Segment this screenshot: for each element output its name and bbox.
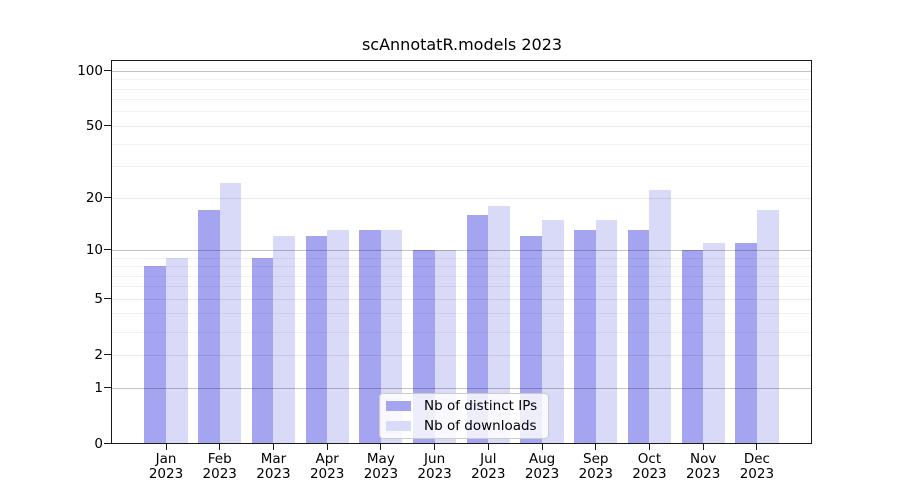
x-tick-jun — [434, 444, 436, 450]
x-tick-label-aug: Aug 2023 — [524, 451, 560, 482]
x-tick-label-jan: Jan 2023 — [148, 451, 184, 482]
bar-downloads-apr — [327, 230, 349, 443]
y-tick-label-50: 50 — [85, 117, 103, 134]
legend-row-distinct-ips: Nb of distinct IPs — [386, 397, 542, 415]
bar-distinct-ips-jul — [466, 214, 489, 443]
bar-downloads-dec — [756, 210, 779, 443]
legend-swatch-distinct-ips — [386, 401, 411, 411]
legend-swatch-downloads — [386, 421, 411, 431]
legend-label-distinct-ips: Nb of distinct IPs — [424, 398, 538, 414]
y-tick-label-20: 20 — [85, 189, 103, 206]
bar-downloads-jul — [488, 205, 510, 443]
legend-label-downloads: Nb of downloads — [424, 418, 537, 434]
y-tick-label-1: 1 — [94, 379, 103, 396]
y-tick-100 — [104, 70, 111, 72]
gridline-20 — [112, 197, 811, 199]
gridline-90 — [112, 79, 811, 81]
bar-distinct-ips-nov — [681, 249, 704, 443]
x-tick-label-dec: Dec 2023 — [739, 451, 775, 482]
x-tick-label-jun: Jun 2023 — [417, 451, 452, 482]
x-tick-apr — [326, 444, 328, 450]
bar-downloads-aug — [542, 219, 564, 443]
bar-distinct-ips-jan — [144, 266, 166, 443]
y-tick-label-10: 10 — [85, 241, 103, 258]
x-tick-label-apr: Apr 2023 — [309, 451, 345, 482]
bar-downloads-nov — [703, 242, 725, 443]
x-tick-label-oct: Oct 2023 — [632, 451, 667, 482]
y-tick-10 — [104, 249, 111, 251]
bar-distinct-ips-apr — [305, 236, 328, 443]
legend: Nb of distinct IPs Nb of downloads — [379, 393, 549, 439]
x-tick-label-jul: Jul 2023 — [471, 451, 506, 482]
x-tick-nov — [702, 444, 704, 450]
x-tick-label-mar: Mar 2023 — [256, 451, 291, 482]
x-tick-label-nov: Nov 2023 — [686, 451, 721, 482]
gridline-80 — [112, 88, 811, 90]
x-tick-label-may: May 2023 — [363, 451, 399, 482]
y-tick-label-100: 100 — [77, 62, 103, 79]
bar-distinct-ips-dec — [735, 242, 757, 443]
gridline-60 — [112, 111, 811, 113]
bar-downloads-mar — [273, 236, 296, 443]
chart-title: scAnnotatR.models 2023 — [361, 35, 563, 54]
gridline-30 — [112, 166, 811, 168]
bar-downloads-oct — [649, 190, 672, 443]
bar-distinct-ips-oct — [627, 230, 650, 443]
x-tick-label-feb: Feb 2023 — [202, 451, 237, 482]
x-tick-sep — [595, 444, 597, 450]
x-tick-mar — [272, 444, 274, 450]
y-tick-20 — [104, 197, 111, 199]
legend-row-downloads: Nb of downloads — [386, 417, 542, 435]
bar-downloads-feb — [219, 183, 242, 443]
x-tick-dec — [756, 444, 758, 450]
y-tick-0 — [104, 443, 111, 444]
x-tick-label-sep: Sep 2023 — [578, 451, 613, 482]
y-tick-label-5: 5 — [94, 290, 103, 307]
plot-inner: Nb of distinct IPs Nb of downloads — [112, 61, 811, 443]
bar-distinct-ips-sep — [574, 230, 596, 443]
y-tick-label-0: 0 — [94, 435, 103, 452]
x-tick-may — [380, 444, 382, 450]
bar-distinct-ips-mar — [251, 257, 274, 443]
y-tick-2 — [104, 354, 111, 356]
bar-distinct-ips-aug — [520, 236, 543, 443]
x-tick-jul — [487, 444, 489, 450]
gridline-70 — [112, 99, 811, 101]
bar-distinct-ips-may — [359, 230, 381, 443]
bar-downloads-sep — [595, 219, 618, 443]
gridline-50 — [112, 125, 811, 127]
gridline-100 — [112, 70, 811, 72]
gridline-40 — [112, 143, 811, 145]
bar-downloads-jan — [166, 257, 188, 443]
x-tick-aug — [541, 444, 543, 450]
plot-area: Nb of distinct IPs Nb of downloads — [111, 60, 812, 444]
x-tick-feb — [219, 444, 221, 450]
bar-downloads-may — [380, 230, 403, 443]
y-tick-50 — [104, 125, 111, 127]
y-tick-1 — [104, 387, 111, 388]
bar-distinct-ips-feb — [198, 210, 220, 443]
y-tick-5 — [104, 298, 111, 300]
x-tick-oct — [648, 444, 650, 450]
y-tick-label-2: 2 — [94, 346, 103, 363]
x-tick-jan — [165, 444, 167, 450]
